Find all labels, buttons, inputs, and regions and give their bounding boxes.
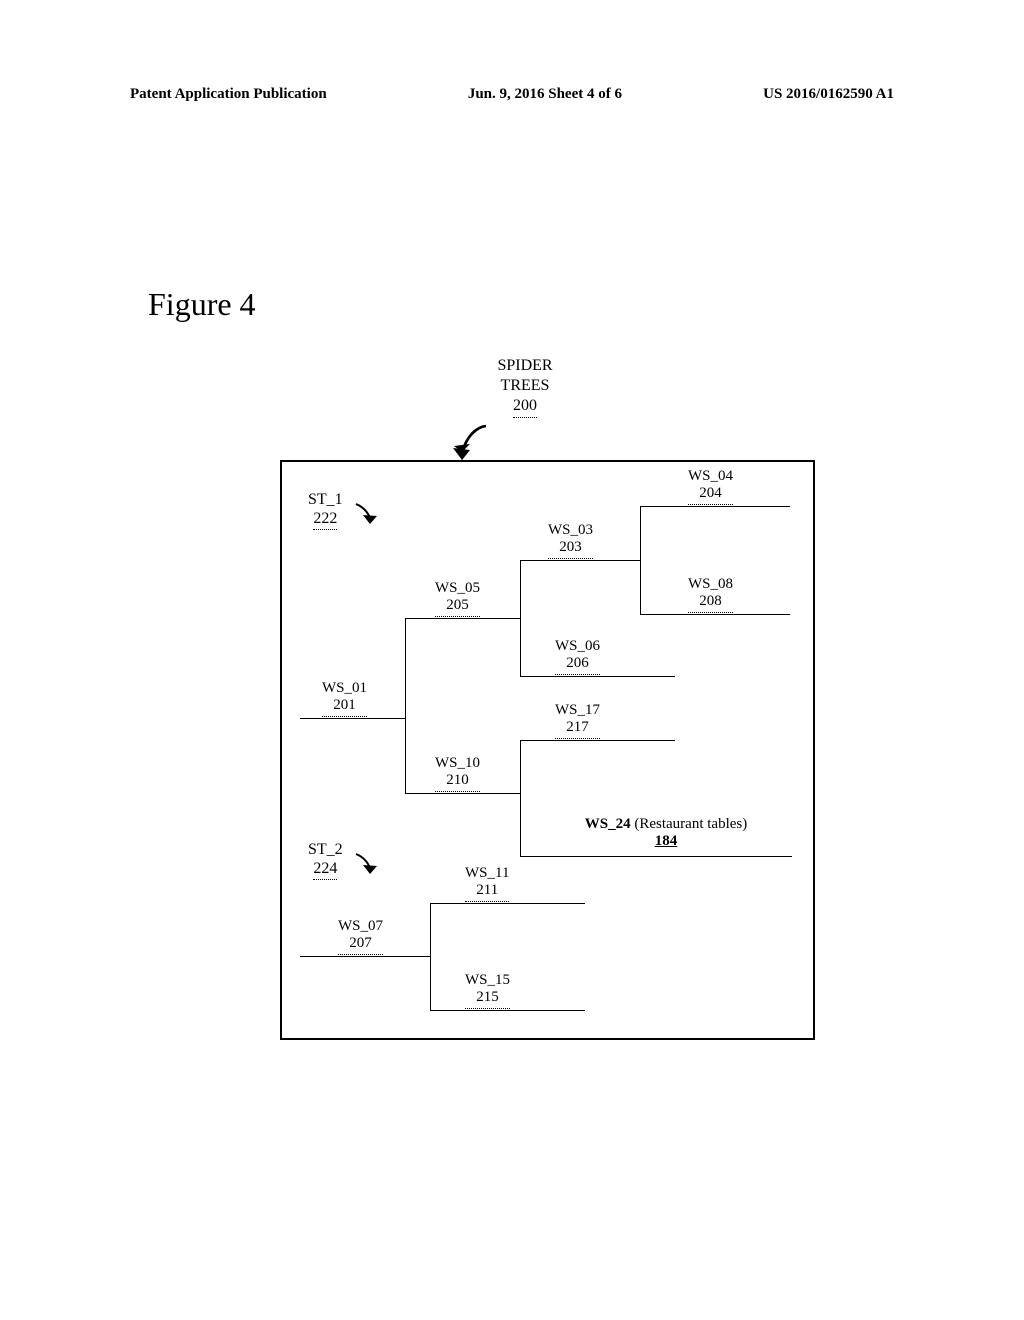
node-ws05: WS_05 205 xyxy=(435,580,480,617)
spider-trees-header: SPIDER TREES 200 xyxy=(470,356,580,418)
st2-id: ST_2 xyxy=(308,841,343,858)
node-num: 205 xyxy=(435,597,480,616)
st2-num: 224 xyxy=(313,859,337,880)
st1-id: ST_1 xyxy=(308,491,343,508)
node-id: WS_15 xyxy=(465,972,510,989)
st1-arrow-icon xyxy=(352,500,382,526)
node-num: 204 xyxy=(688,485,733,504)
node-id: WS_01 xyxy=(322,680,367,697)
node-id: WS_24 (Restaurant tables) xyxy=(585,816,747,832)
node-num: 211 xyxy=(465,882,509,901)
tree-line xyxy=(405,618,520,619)
spider-trees-line2: TREES xyxy=(501,377,550,394)
tree-line xyxy=(640,506,790,507)
st2-arrow-icon xyxy=(352,850,382,876)
node-num: 215 xyxy=(465,989,510,1008)
arrow-to-box-icon xyxy=(450,422,490,462)
node-ws15: WS_15 215 xyxy=(465,972,510,1009)
node-id: WS_08 xyxy=(688,576,733,593)
st1-label: ST_1 222 xyxy=(308,490,343,530)
node-ws17: WS_17 217 xyxy=(555,702,600,739)
node-num: 208 xyxy=(688,593,733,612)
tree-line xyxy=(520,856,792,857)
node-ws06: WS_06 206 xyxy=(555,638,600,675)
tree-line xyxy=(430,903,431,1010)
page-header: Patent Application Publication Jun. 9, 2… xyxy=(0,86,1024,103)
node-id: WS_17 xyxy=(555,702,600,719)
node-ws10: WS_10 210 xyxy=(435,755,480,792)
tree-line xyxy=(405,618,406,793)
node-id: WS_10 xyxy=(435,755,480,772)
tree-line xyxy=(520,740,521,856)
tree-line xyxy=(300,956,430,957)
node-id: WS_07 xyxy=(338,918,383,935)
tree-line xyxy=(520,560,521,676)
tree-line xyxy=(405,793,520,794)
tree-line xyxy=(520,676,675,677)
header-left: Patent Application Publication xyxy=(130,86,327,103)
node-id: WS_11 xyxy=(465,865,509,882)
tree-line xyxy=(520,740,675,741)
spider-trees-line1: SPIDER xyxy=(497,357,552,374)
tree-line xyxy=(430,903,585,904)
st1-num: 222 xyxy=(313,509,337,530)
node-ws03: WS_03 203 xyxy=(548,522,593,559)
node-ws07: WS_07 207 xyxy=(338,918,383,955)
node-num: 217 xyxy=(555,719,600,738)
node-ws11: WS_11 211 xyxy=(465,865,509,902)
node-num: 203 xyxy=(548,539,593,558)
node-num: 201 xyxy=(322,697,367,716)
tree-line xyxy=(520,560,640,561)
node-ws04: WS_04 204 xyxy=(688,468,733,505)
node-ws01: WS_01 201 xyxy=(322,680,367,717)
tree-line xyxy=(640,614,790,615)
node-id: WS_03 xyxy=(548,522,593,539)
st2-label: ST_2 224 xyxy=(308,840,343,880)
node-num: 207 xyxy=(338,935,383,954)
node-id: WS_04 xyxy=(688,468,733,485)
node-ws08: WS_08 208 xyxy=(688,576,733,613)
tree-line xyxy=(300,718,405,719)
node-num: 210 xyxy=(435,772,480,791)
node-ws24: WS_24 (Restaurant tables) 184 xyxy=(540,816,792,851)
header-center: Jun. 9, 2016 Sheet 4 of 6 xyxy=(468,86,622,103)
tree-line xyxy=(430,1010,585,1011)
spider-trees-num: 200 xyxy=(513,396,537,418)
node-num: 206 xyxy=(555,655,600,674)
header-right: US 2016/0162590 A1 xyxy=(763,86,894,103)
node-id: WS_06 xyxy=(555,638,600,655)
node-num: 184 xyxy=(540,833,792,850)
tree-line xyxy=(640,506,641,614)
figure-title: Figure 4 xyxy=(148,286,256,323)
node-id: WS_05 xyxy=(435,580,480,597)
